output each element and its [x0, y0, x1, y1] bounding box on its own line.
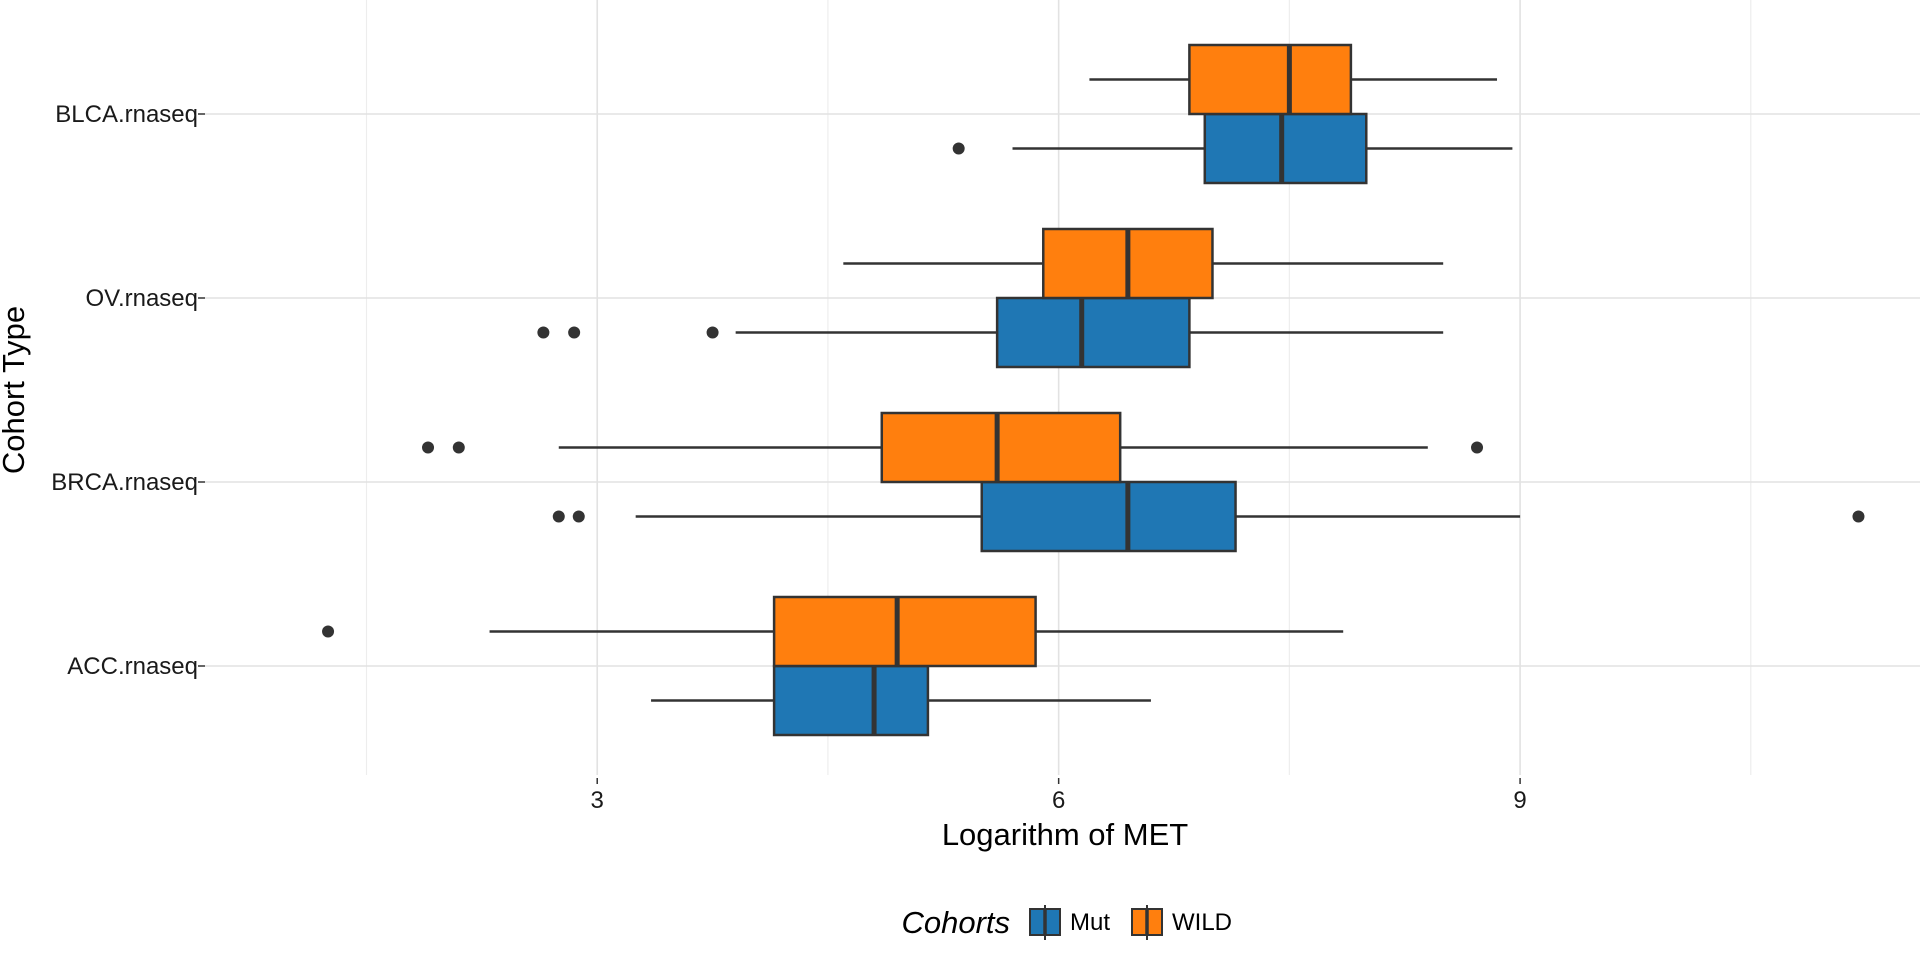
box-group [1089, 43, 1498, 116]
x-tick-label: 9 [1513, 787, 1526, 814]
outlier-point [952, 142, 965, 155]
box-iqr [880, 411, 1122, 484]
outlier-point [568, 326, 581, 339]
legend-entry-wild: WILD [1131, 905, 1232, 940]
legend-title: Cohorts [901, 905, 1010, 940]
box-group [422, 411, 1484, 484]
box-iqr [980, 480, 1237, 553]
legend-entries: Mut WILD [1029, 905, 1232, 940]
box-group [552, 480, 1865, 553]
outlier-point [537, 326, 550, 339]
box-group [843, 227, 1444, 300]
x-tick-label: 3 [591, 787, 604, 814]
box-iqr [1188, 43, 1353, 116]
outlier-point [1471, 441, 1484, 454]
y-tick-label: OV.rnaseq [85, 285, 198, 312]
box-iqr [772, 664, 930, 737]
outlier-point [452, 441, 465, 454]
outlier-point [706, 326, 719, 339]
y-tick-label: BRCA.rnaseq [51, 469, 198, 496]
box-layer [322, 43, 1865, 737]
box-group [651, 664, 1151, 737]
legend-label: Mut [1070, 909, 1110, 936]
x-axis-title: Logarithm of MET [942, 817, 1188, 852]
box-iqr [995, 296, 1191, 369]
box-group [537, 296, 1444, 369]
y-axis-title: Cohort Type [0, 306, 31, 474]
grid-layer [205, 0, 1920, 775]
x-tick-label: 6 [1052, 787, 1065, 814]
box-group [952, 112, 1513, 185]
legend-entry-mut: Mut [1029, 905, 1110, 940]
outlier-point [1852, 510, 1865, 523]
outlier-point [422, 441, 435, 454]
box-iqr [772, 595, 1037, 668]
legend-label: WILD [1172, 909, 1232, 936]
box-iqr [1203, 112, 1368, 185]
axis-layer: 3 6 9 BLCA.rnaseq OV.rnaseq BRCA.rnaseq ACC.rn… [51, 101, 1527, 814]
outlier-point [572, 510, 585, 523]
box-group [322, 595, 1344, 668]
outlier-point [322, 625, 335, 638]
y-tick-label: BLCA.rnaseq [55, 101, 198, 128]
legend: Cohorts Mut WILD [901, 905, 1232, 940]
y-tick-label: ACC.rnaseq [67, 653, 198, 680]
outlier-point [552, 510, 565, 523]
